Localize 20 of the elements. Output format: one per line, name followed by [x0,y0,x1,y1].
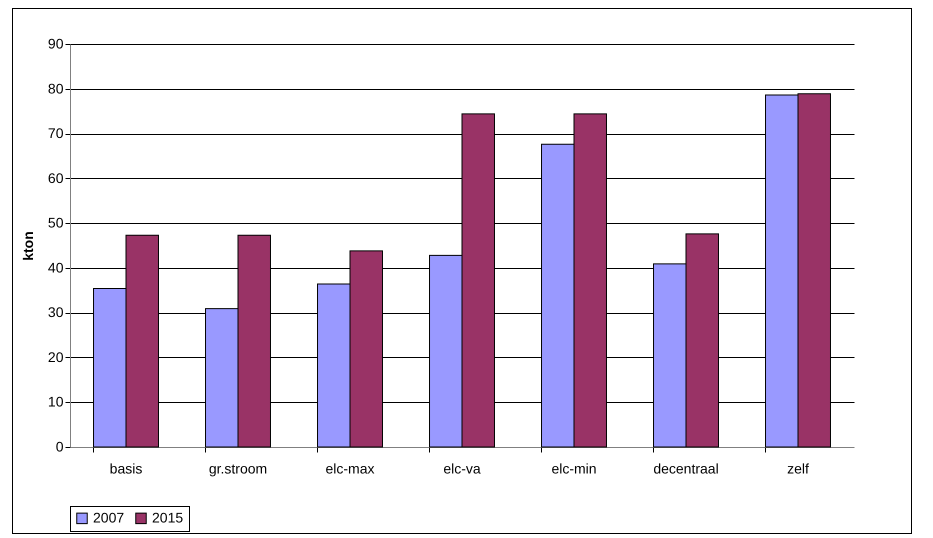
legend-label: 2015 [152,509,184,526]
y-tick-label: 80 [48,80,64,96]
y-tick-label: 30 [48,304,64,320]
y-tick-label: 50 [48,214,64,231]
legend-label: 2007 [93,509,124,526]
x-tick-label: gr.stroom [208,460,268,476]
y-tick-label: 90 [48,36,64,52]
x-tick-label: elc-max [325,460,375,476]
y-tick-label: 10 [48,394,64,410]
y-tick-label: 70 [48,125,64,142]
x-tick-label: basis [110,460,142,476]
x-tick-label: elc-min [551,460,597,476]
y-tick-label: 60 [48,170,64,186]
x-tick-label: zelf [787,460,809,476]
y-tick-label: 20 [48,348,64,365]
y-tick-label: 0 [56,438,64,454]
x-tick-label: decentraal [653,460,719,476]
y-axis-title: kton [20,231,36,261]
y-tick-label: 40 [48,259,64,276]
x-tick-label: elc-va [443,460,481,476]
